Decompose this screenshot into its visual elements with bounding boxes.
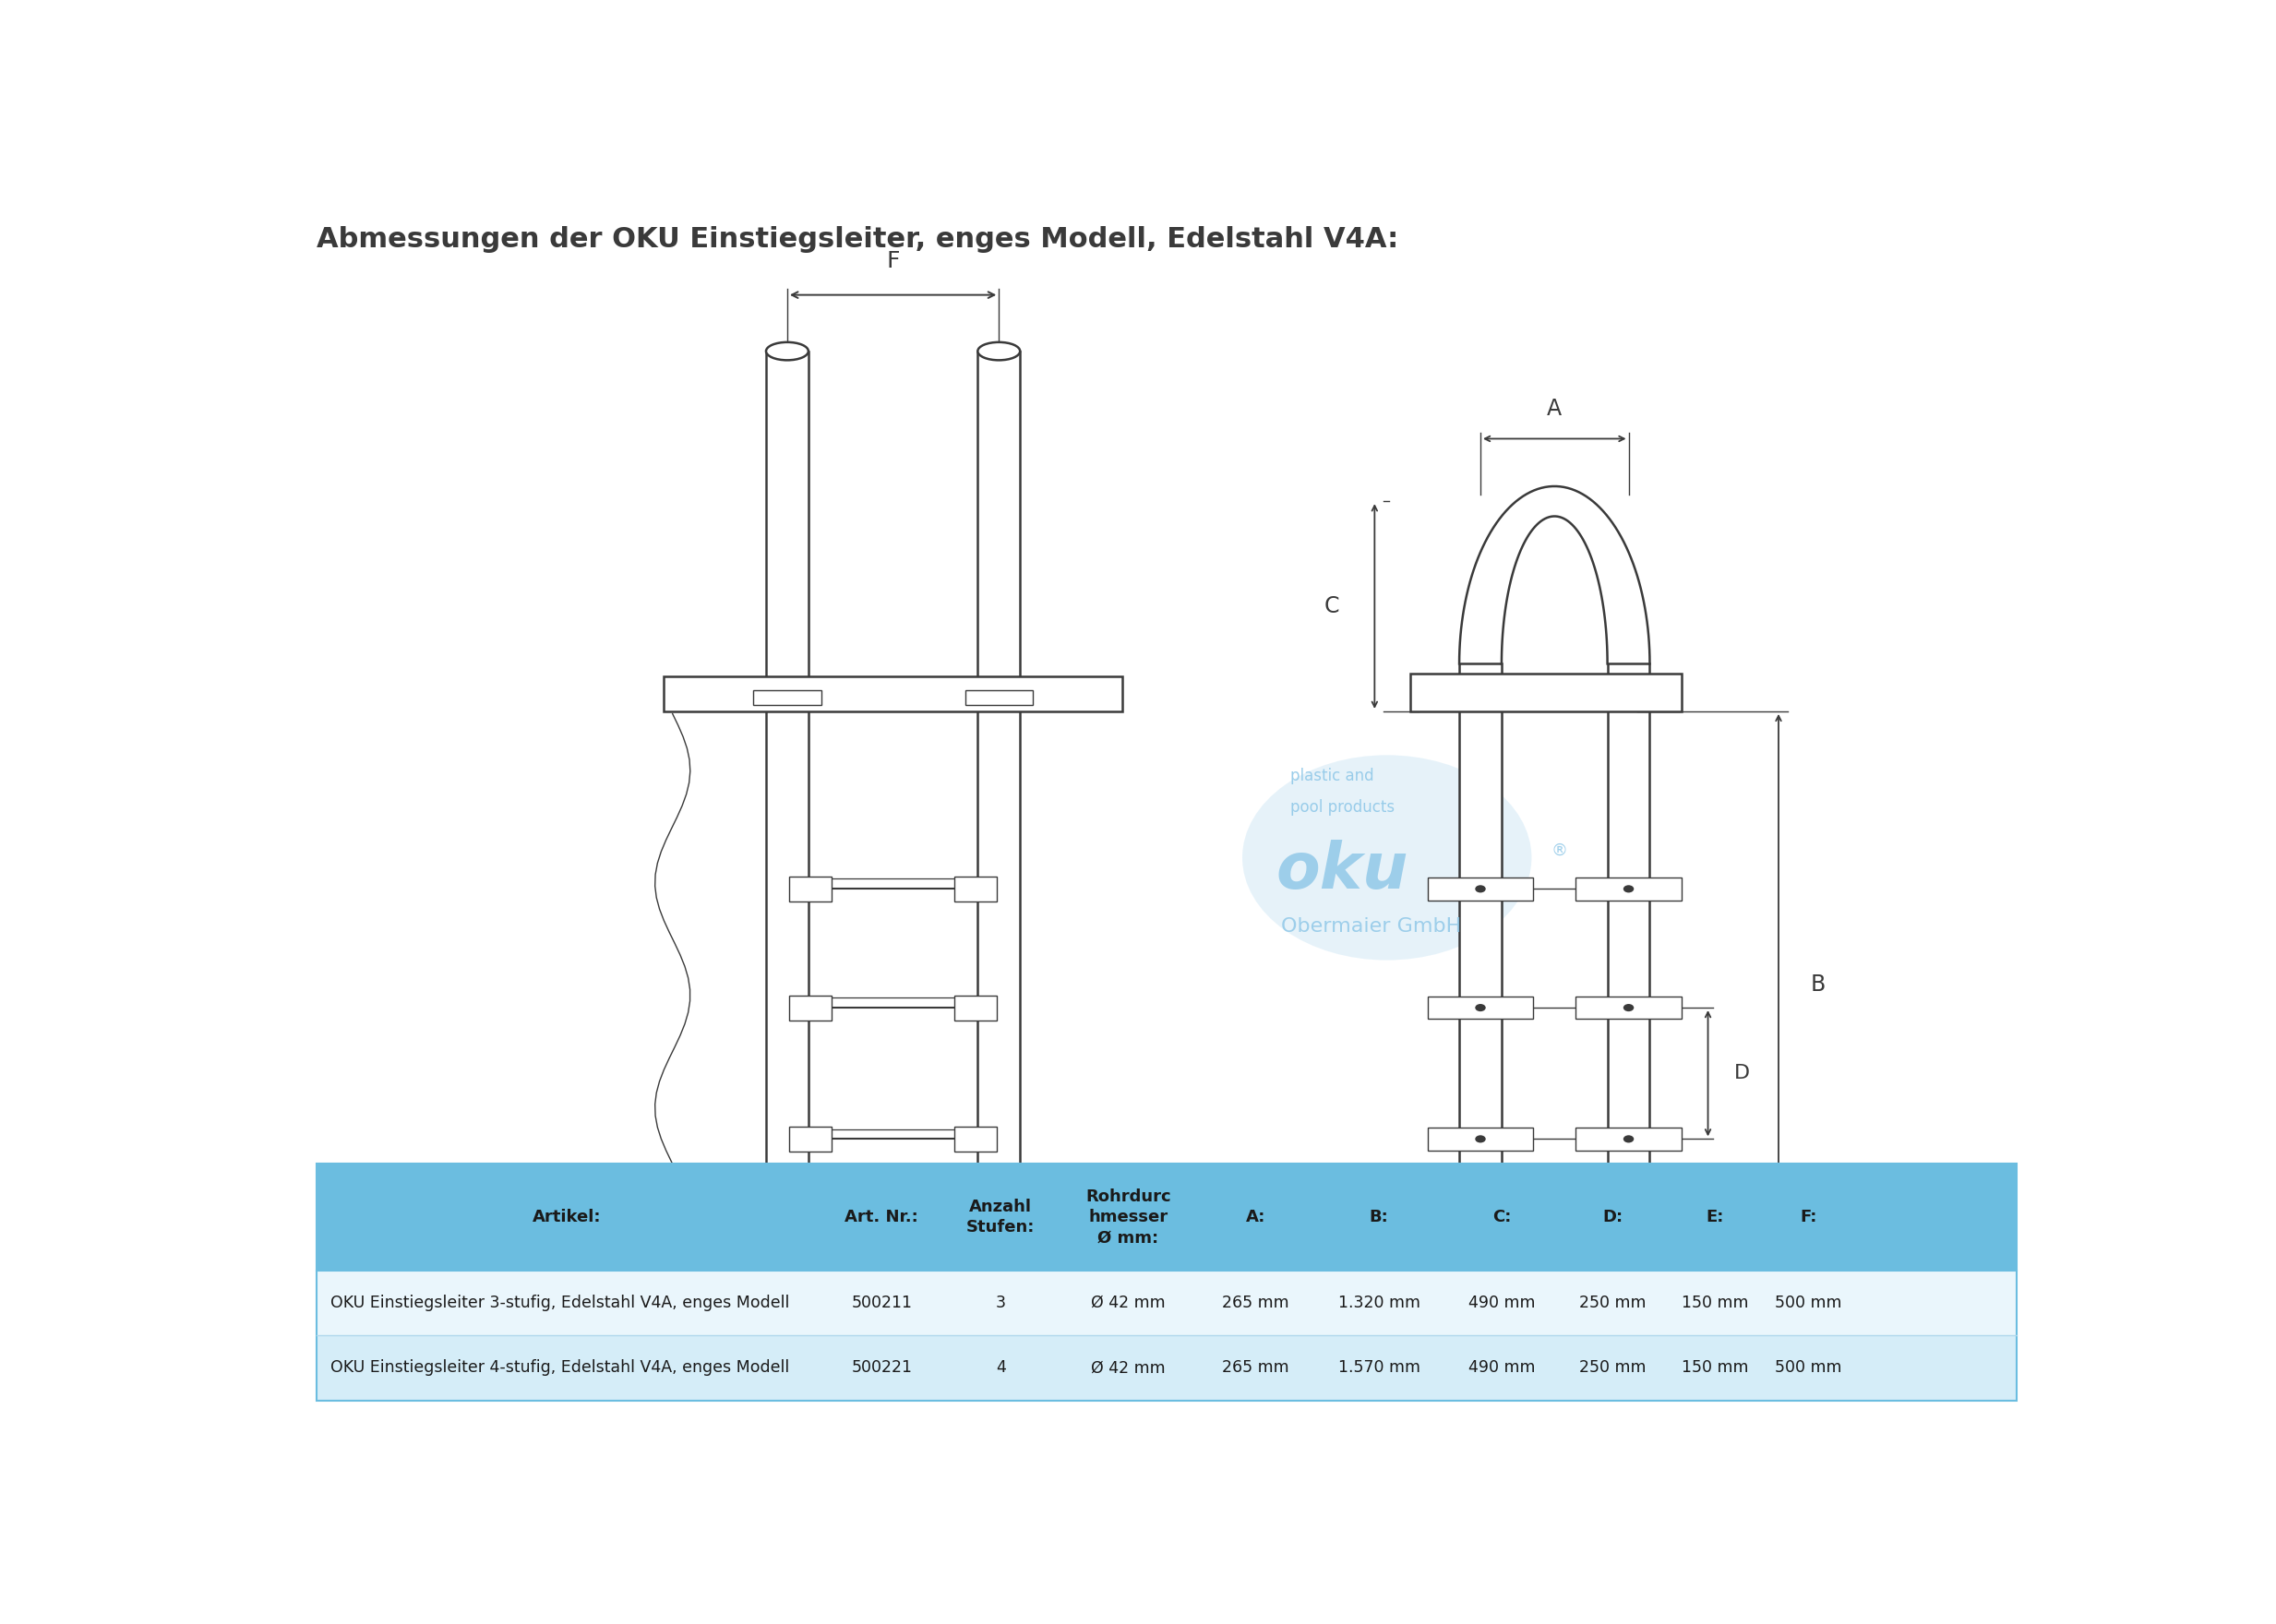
Text: 1.570 mm: 1.570 mm: [1338, 1359, 1420, 1376]
Polygon shape: [1459, 1233, 1650, 1293]
Text: E: E: [1548, 1259, 1561, 1280]
Text: Ø 42 mm: Ø 42 mm: [1090, 1359, 1165, 1376]
Circle shape: [1475, 1135, 1486, 1143]
Bar: [1427, 877, 1534, 900]
Text: Artikel:: Artikel:: [533, 1208, 601, 1226]
Text: OKU Einstiegsleiter 3-stufig, Edelstahl V4A, enges Modell: OKU Einstiegsleiter 3-stufig, Edelstahl …: [330, 1294, 790, 1311]
Circle shape: [1623, 1004, 1634, 1012]
Bar: [1575, 997, 1682, 1018]
Polygon shape: [1459, 664, 1502, 1239]
Bar: [1427, 997, 1534, 1018]
Text: 150 mm: 150 mm: [1682, 1359, 1748, 1376]
Bar: [316, 1164, 2017, 1270]
Polygon shape: [665, 676, 1122, 711]
Text: oku: oku: [1277, 840, 1409, 901]
Text: OKU Einstiegsleiter 4-stufig, Edelstahl V4A, enges Modell: OKU Einstiegsleiter 4-stufig, Edelstahl …: [330, 1359, 790, 1376]
Text: A: A: [1548, 398, 1561, 421]
Bar: [1427, 1127, 1534, 1150]
Text: 500211: 500211: [851, 1294, 913, 1311]
Bar: [753, 690, 822, 705]
Text: 4: 4: [995, 1359, 1006, 1376]
Bar: [954, 996, 997, 1020]
Text: Rohrdurc
hmesser
Ø mm:: Rohrdurc hmesser Ø mm:: [1086, 1189, 1170, 1246]
Text: E:: E:: [1707, 1208, 1723, 1226]
Polygon shape: [767, 1241, 808, 1257]
Text: Anzahl
Stufen:: Anzahl Stufen:: [967, 1199, 1036, 1236]
Bar: [316, 1164, 2017, 1400]
Text: 3: 3: [995, 1294, 1006, 1311]
Text: 490 mm: 490 mm: [1468, 1359, 1536, 1376]
Polygon shape: [767, 351, 808, 1241]
Text: C: C: [1325, 596, 1338, 617]
Ellipse shape: [767, 343, 808, 361]
Text: D: D: [1734, 1064, 1750, 1083]
Bar: [790, 1127, 831, 1151]
Bar: [790, 996, 831, 1020]
Text: F: F: [885, 250, 899, 273]
Polygon shape: [1409, 674, 1682, 711]
Polygon shape: [979, 1241, 1020, 1257]
Bar: [954, 877, 997, 901]
Text: 500 mm: 500 mm: [1775, 1294, 1841, 1311]
Polygon shape: [979, 351, 1020, 1241]
Text: Ø 42 mm: Ø 42 mm: [1090, 1294, 1165, 1311]
Circle shape: [1475, 1004, 1486, 1012]
Text: 250 mm: 250 mm: [1580, 1359, 1646, 1376]
Text: B:: B:: [1370, 1208, 1388, 1226]
Text: 1.320 mm: 1.320 mm: [1338, 1294, 1420, 1311]
Ellipse shape: [979, 343, 1020, 361]
Text: 265 mm: 265 mm: [1222, 1359, 1288, 1376]
Text: 150 mm: 150 mm: [1682, 1294, 1748, 1311]
Bar: [316, 1335, 2017, 1400]
Text: F:: F:: [1800, 1208, 1816, 1226]
Circle shape: [1243, 755, 1532, 960]
Text: Art. Nr.:: Art. Nr.:: [844, 1208, 920, 1226]
Text: D:: D:: [1602, 1208, 1623, 1226]
Text: plastic and: plastic and: [1290, 768, 1372, 784]
Text: 500221: 500221: [851, 1359, 913, 1376]
Circle shape: [1623, 1135, 1634, 1143]
Text: 490 mm: 490 mm: [1468, 1294, 1536, 1311]
Text: A:: A:: [1245, 1208, 1265, 1226]
Bar: [954, 1127, 997, 1151]
Circle shape: [1623, 885, 1634, 893]
Text: Obermaier GmbH: Obermaier GmbH: [1281, 918, 1461, 935]
Bar: [1575, 877, 1682, 900]
Bar: [965, 690, 1033, 705]
Text: 500 mm: 500 mm: [1775, 1359, 1841, 1376]
Text: Abmessungen der OKU Einstiegsleiter, enges Modell, Edelstahl V4A:: Abmessungen der OKU Einstiegsleiter, eng…: [316, 226, 1397, 253]
Text: 250 mm: 250 mm: [1580, 1294, 1646, 1311]
Circle shape: [1475, 885, 1486, 893]
Bar: [316, 1270, 2017, 1335]
Bar: [1575, 1127, 1682, 1150]
Text: ®: ®: [1550, 843, 1568, 859]
Text: pool products: pool products: [1290, 799, 1395, 815]
Text: B: B: [1809, 973, 1825, 996]
Bar: [790, 877, 831, 901]
Text: 265 mm: 265 mm: [1222, 1294, 1288, 1311]
Polygon shape: [1607, 664, 1650, 1239]
Text: C:: C:: [1493, 1208, 1511, 1226]
